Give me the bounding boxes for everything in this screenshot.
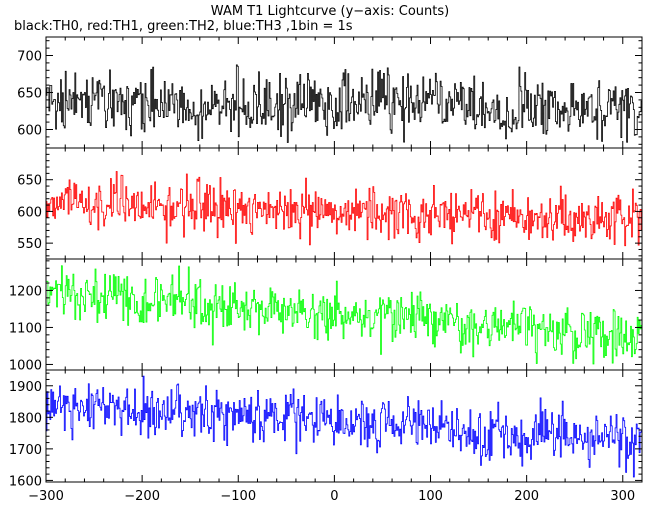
y-tick-label: 1000 [9, 358, 42, 373]
panel-th3: 1600 1700 1800 1900 [9, 369, 643, 489]
x-tick-label: −200 [124, 489, 160, 504]
y-tick-label: 700 [17, 50, 42, 65]
panels: 600 650 700 550 600 650 1000 1100 1200 1600 1700 18… [9, 36, 643, 489]
y-tick-label: 650 [17, 87, 42, 102]
y-tick-label: 1600 [9, 474, 42, 489]
y-tick-label: 1700 [9, 443, 42, 458]
y-tick-label: 1100 [9, 321, 42, 336]
series-line-th1 [46, 171, 642, 247]
y-tick-label: 650 [17, 174, 42, 189]
series-line-th2 [46, 265, 642, 370]
panel-frame [45, 258, 643, 371]
panel-th2: 1000 1100 1200 [9, 258, 643, 373]
x-tick-label: 0 [330, 489, 338, 504]
y-tick-label: 1200 [9, 284, 42, 299]
panel-frame [45, 147, 643, 260]
series-line-th0 [46, 64, 642, 143]
y-tick-label: 600 [17, 124, 42, 139]
y-tick-label: 600 [17, 205, 42, 220]
panel-th0: 600 650 700 [17, 36, 643, 149]
panel-th1: 550 600 650 [17, 147, 643, 260]
chart-title: WAM T1 Lightcurve (y−axis: Counts) [211, 4, 449, 19]
series-line-th3 [46, 375, 642, 478]
y-tick-label: 550 [17, 237, 42, 252]
chart-subtitle: black:TH0, red:TH1, green:TH2, blue:TH3 … [14, 19, 353, 34]
panel-frame [45, 369, 643, 483]
x-tick-label: −300 [28, 489, 64, 504]
y-tick-label: 1900 [9, 380, 42, 395]
x-tick-label: 300 [610, 489, 635, 504]
x-tick-label: −100 [220, 489, 256, 504]
x-axis: −300 −200 −100 0 100 200 300 [28, 489, 635, 504]
x-tick-label: 100 [418, 489, 443, 504]
y-tick-label: 1800 [9, 411, 42, 426]
x-tick-label: 200 [514, 489, 539, 504]
